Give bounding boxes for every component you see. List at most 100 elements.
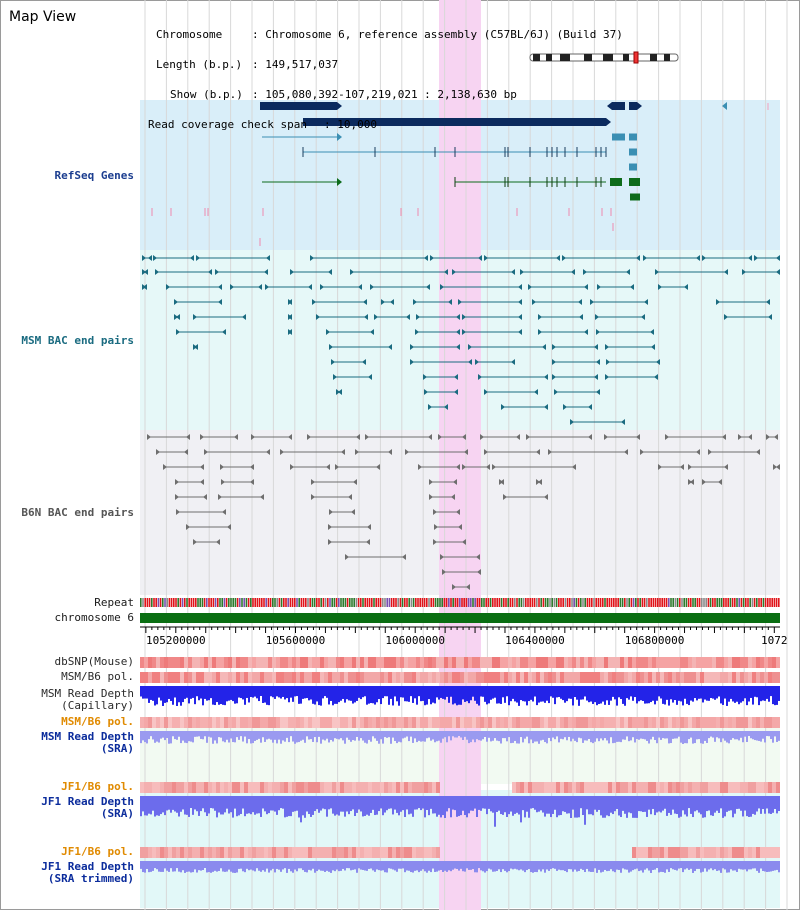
depth-bar	[180, 731, 182, 744]
depth-bar	[240, 731, 242, 737]
heat-cell	[592, 717, 596, 728]
depth-bar	[308, 686, 310, 701]
depth-bar	[318, 686, 320, 706]
heat-cell	[264, 782, 268, 793]
depth-bar	[444, 731, 446, 738]
heat-cell	[528, 782, 532, 793]
depth-bar	[260, 731, 262, 743]
heat-cell	[736, 847, 740, 858]
depth-bar	[520, 731, 522, 738]
heat-cell	[148, 847, 152, 858]
depth-bar	[686, 731, 688, 744]
depth-bar	[152, 861, 154, 871]
depth-bar	[684, 686, 686, 699]
msm-bac-end	[654, 374, 658, 380]
depth-bar	[196, 796, 198, 812]
depth-bar	[504, 731, 506, 739]
depth-bar	[200, 796, 202, 812]
depth-bar	[442, 861, 444, 872]
depth-bar	[554, 861, 556, 869]
depth-bar	[222, 796, 224, 815]
depth-bar	[412, 731, 414, 743]
heat-cell	[576, 657, 580, 668]
depth-bar	[554, 686, 556, 705]
depth-bar	[292, 861, 294, 873]
repeat-element	[208, 598, 210, 607]
heat-cell	[476, 717, 480, 728]
depth-bar	[646, 731, 648, 741]
b6n-bac-end	[456, 464, 460, 470]
depth-bar	[602, 686, 604, 702]
depth-bar	[586, 686, 588, 701]
heat-cell	[568, 672, 572, 683]
heat-cell	[248, 672, 252, 683]
depth-bar	[736, 861, 738, 872]
b6n-bac-end	[251, 434, 255, 440]
msm-bac-end	[528, 284, 532, 290]
heat-cell	[608, 672, 612, 683]
depth-bar	[776, 861, 778, 870]
heat-cell	[180, 717, 184, 728]
depth-bar	[154, 686, 156, 706]
jf1-sra-sublabel: (SRA)	[100, 807, 134, 820]
depth-bar	[172, 861, 174, 872]
heat-cell	[608, 657, 612, 668]
b6n-bac-end	[280, 449, 284, 455]
heat-cell	[540, 657, 544, 668]
depth-bar	[666, 731, 668, 739]
repeat-element	[705, 598, 707, 607]
depth-bar	[474, 731, 476, 743]
depth-bar	[372, 861, 374, 871]
heat-cell	[204, 717, 208, 728]
heat-cell	[284, 717, 288, 728]
b6n-bac-label[interactable]: B6N BAC end pairs	[21, 506, 134, 519]
depth-bar	[686, 686, 688, 704]
msm-bac-label[interactable]: MSM BAC end pairs	[21, 334, 134, 347]
b6n-bac-end	[604, 434, 608, 440]
b6n-bac-end	[328, 524, 332, 530]
heat-cell	[468, 717, 472, 728]
length-label: Length (b.p.)	[156, 58, 243, 71]
heat-cell	[280, 672, 284, 683]
depth-bar	[732, 796, 734, 818]
b6n-bac-end	[484, 449, 488, 455]
heat-cell	[184, 782, 188, 793]
depth-bar	[244, 861, 246, 873]
depth-bar	[462, 731, 464, 741]
depth-bar	[468, 861, 470, 870]
repeat-element	[690, 598, 692, 607]
refseq-genes-label[interactable]: RefSeq Genes	[54, 169, 134, 182]
heat-cell	[268, 847, 272, 858]
depth-bar	[268, 861, 270, 873]
repeat-element	[646, 598, 648, 607]
depth-bar	[572, 861, 574, 872]
msm-bac-end	[594, 374, 598, 380]
depth-bar	[474, 861, 476, 873]
heat-cell	[344, 847, 348, 858]
chromosome-label: Chromosome	[156, 28, 223, 41]
repeat-element	[177, 598, 179, 607]
depth-bar	[708, 686, 710, 701]
heat-cell	[308, 782, 312, 793]
depth-bar	[726, 796, 728, 812]
heat-cell	[316, 782, 320, 793]
depth-bar	[372, 686, 374, 704]
depth-bar	[178, 796, 180, 817]
heat-cell	[620, 782, 624, 793]
depth-bar	[446, 686, 448, 697]
heat-cell	[260, 672, 264, 683]
depth-bar	[344, 861, 346, 871]
depth-bar	[620, 861, 622, 873]
repeat-element	[168, 598, 171, 607]
depth-bar	[182, 731, 184, 741]
depth-bar	[290, 686, 292, 698]
axis-tick-label: 1072	[761, 634, 788, 647]
depth-bar	[360, 796, 362, 812]
heat-cell	[416, 782, 420, 793]
depth-bar	[534, 731, 536, 742]
coverage-value: : 10,000	[324, 118, 377, 131]
heat-cell	[348, 782, 352, 793]
heat-cell	[212, 672, 216, 683]
depth-bar	[638, 686, 640, 702]
